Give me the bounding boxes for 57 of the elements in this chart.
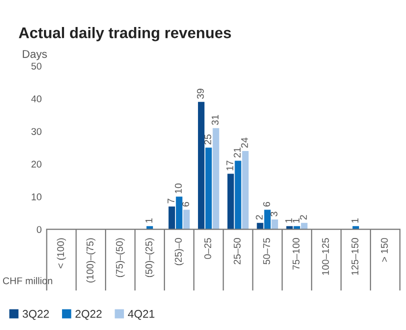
data-label: 1 [352,218,358,223]
bar [234,160,242,230]
x-tick-label: 100–125 [322,238,329,275]
bar [272,220,278,230]
bar [294,226,300,230]
bar [183,210,190,230]
x-tick-label: 25–50 [234,238,241,264]
data-label: 31 [212,114,219,125]
data-label: 3 [270,212,278,216]
bar [176,196,182,230]
legend-label: 3Q22 [22,310,49,320]
legend-label: 4Q21 [128,310,154,320]
x-tick-label: (25)–0 [174,238,184,266]
x-tick-label: 50–75 [263,238,270,264]
bar [264,210,271,230]
bar [227,174,234,230]
bar [205,148,212,230]
bar [146,226,153,230]
x-tick-label: > 150 [380,238,388,262]
data-label: 2 [256,215,263,220]
y-tick-label: 20 [32,160,42,168]
bar [301,222,308,230]
data-label: 1 [285,218,292,223]
x-tick-label: (75)–(50) [116,238,125,278]
data-label: 2 [300,215,307,220]
y-axis-title: Days [22,50,47,60]
data-label: 17 [226,160,234,170]
chart-title: Actual daily trading revenues [18,26,231,42]
data-label: 39 [196,88,204,99]
bar [242,150,249,230]
data-label: 7 [168,198,174,204]
y-tick-label: 50 [31,62,42,70]
bar [168,206,176,230]
legend-label: 2Q22 [76,310,102,320]
x-tick-label: 125–150 [351,238,358,275]
bar [212,128,220,230]
data-label: 24 [241,138,248,148]
data-label: 10 [174,183,182,194]
y-tick-label: 0 [36,226,42,233]
x-tick-label: (100)–(75) [86,238,96,282]
x-tick-label: 75–100 [292,238,300,270]
bar [198,102,204,230]
data-label: 6 [263,202,270,206]
y-tick-label: 30 [31,128,42,135]
bar [352,226,359,230]
data-label: 25 [204,134,212,144]
y-tick-label: 10 [32,193,42,200]
bar [256,222,264,230]
x-tick-label: < (100) [56,238,66,268]
y-tick-label: 40 [31,95,42,102]
x-tick-label: 0–25 [204,238,212,259]
data-label: 1 [292,218,300,223]
x-tick-label: (50)–(25) [145,238,154,278]
data-label: 6 [182,202,190,206]
data-label: 1 [146,218,152,223]
bar [286,226,293,230]
data-label: 21 [234,148,241,158]
